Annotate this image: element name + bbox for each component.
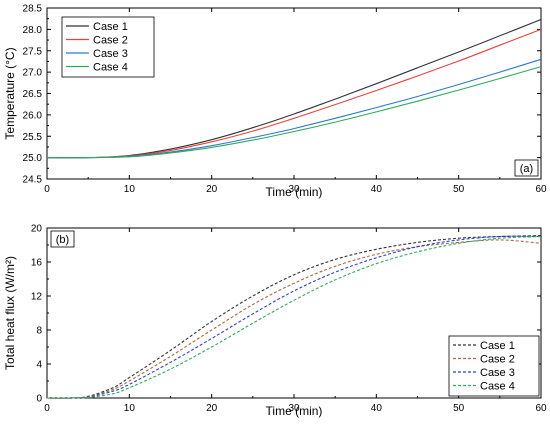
y-tick-label: 28.0 — [23, 25, 43, 36]
x-tick-label: 10 — [124, 184, 136, 195]
y-tick-label: 25.5 — [23, 132, 43, 143]
legend-label: Case 2 — [480, 354, 515, 366]
y-tick-label: 24.5 — [23, 175, 43, 186]
x-tick-label: 60 — [535, 403, 547, 414]
x-tick-label: 10 — [124, 403, 136, 414]
series-line-3 — [46, 235, 542, 399]
y-tick-label: 25.0 — [23, 153, 43, 164]
chart-panel-a: 0 10 20 30 40 50 60 24.5 25.0 25.5 26.0 26.5 27.0 27.… — [3, 4, 547, 200]
x-tick-label: 0 — [44, 403, 50, 414]
x-tick-label: 40 — [371, 184, 383, 195]
y-tick-label: 0 — [36, 394, 42, 405]
legend-label: Case 3 — [480, 367, 515, 379]
x-tick-label: 50 — [453, 403, 465, 414]
series-line-2 — [46, 239, 542, 399]
x-tick-label: 20 — [206, 184, 218, 195]
x-tick-label: 0 — [44, 184, 50, 195]
legend-label: Case 3 — [93, 48, 128, 60]
y-tick-label: 27.5 — [23, 46, 43, 57]
x-tick-label: 30 — [288, 403, 300, 414]
legend-label: Case 2 — [93, 35, 128, 47]
panel-label-box — [50, 230, 75, 248]
y-tick-label: 8 — [36, 326, 42, 337]
y-tick-label: 12 — [31, 292, 43, 303]
series-line-4 — [46, 66, 542, 159]
legend-label: Case 4 — [93, 62, 128, 74]
y-tick-label: 26.0 — [23, 110, 43, 121]
chart-panel-b: 0 10 20 30 40 50 60 0 4 8 12 16 20 Time (min) Total he… — [3, 224, 547, 419]
panel-label: (b) — [56, 234, 69, 246]
panel-label: (a) — [520, 163, 533, 175]
panel-label-box — [514, 159, 539, 177]
y-tick-label: 28.5 — [23, 4, 43, 15]
x-tick-label: 20 — [206, 403, 218, 414]
x-tick-label: 40 — [371, 403, 383, 414]
x-axis-label: Time (min) — [266, 185, 323, 199]
y-axis-label: Temperature (°C) — [3, 47, 17, 139]
y-tick-label: 20 — [31, 224, 43, 235]
y-axis-label: Total heat flux (W/m²) — [3, 256, 17, 370]
x-tick-label: 50 — [453, 184, 465, 195]
y-tick-label: 27.0 — [23, 68, 43, 79]
y-tick-label: 16 — [31, 258, 43, 269]
legend-label: Case 1 — [93, 21, 128, 33]
y-tick-label: 26.5 — [23, 89, 43, 100]
x-tick-label: 30 — [288, 184, 300, 195]
x-axis-label: Time (min) — [266, 404, 323, 418]
legend-label: Case 4 — [480, 381, 515, 393]
x-tick-label: 60 — [535, 184, 547, 195]
y-tick-label: 4 — [36, 360, 42, 371]
legend-label: Case 1 — [480, 340, 515, 352]
